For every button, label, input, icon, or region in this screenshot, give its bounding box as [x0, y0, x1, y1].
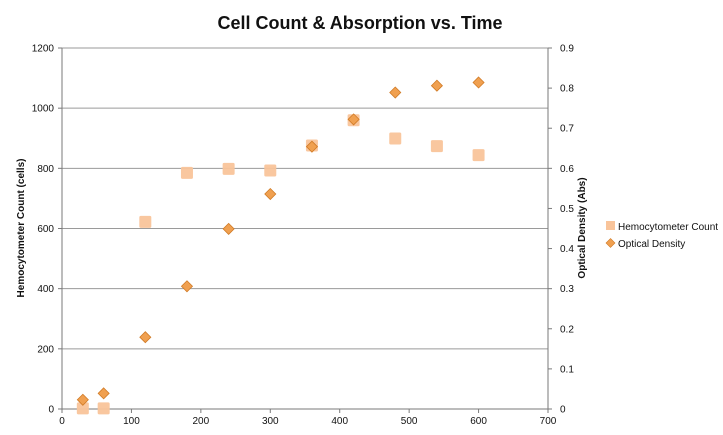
data-point-optical-density — [472, 76, 485, 89]
x-tick-label: 500 — [401, 416, 418, 427]
y2-tick-label: 0.1 — [560, 364, 574, 375]
y-tick-label: 400 — [37, 284, 54, 295]
data-point-hemocytometer — [97, 402, 110, 415]
y2-tick-label: 0.9 — [560, 44, 574, 55]
x-tick-label: 600 — [470, 416, 487, 427]
data-point-optical-density — [97, 387, 110, 400]
data-point-optical-density — [430, 79, 443, 92]
y2-axis-title: Optical Density (Abs) — [577, 177, 588, 278]
data-point-optical-density — [389, 86, 402, 99]
data-points — [76, 76, 485, 415]
y-tick-label: 0 — [48, 405, 54, 416]
x-tick-label: 100 — [123, 416, 140, 427]
y-tick-label: 200 — [37, 344, 54, 355]
y2-tick-label: 0 — [560, 405, 566, 416]
y-tick-label: 1000 — [32, 104, 55, 115]
tick-labels: 02004006008001000120000.10.20.30.40.50.6… — [32, 44, 575, 428]
y2-tick-label: 0.5 — [560, 204, 574, 215]
data-point-hemocytometer — [264, 164, 277, 177]
data-point-optical-density — [76, 393, 89, 406]
legend-label-optical-density: Optical Density — [618, 239, 685, 250]
y-axis-title: Hemocytometer Count (cells) — [16, 159, 27, 298]
y2-tick-label: 0.3 — [560, 284, 574, 295]
x-tick-label: 400 — [331, 416, 348, 427]
x-tick-label: 700 — [540, 416, 557, 427]
legend-label-hemocytometer: Hemocytometer Count — [618, 222, 718, 233]
y2-tick-label: 0.6 — [560, 164, 574, 175]
data-point-hemocytometer — [139, 215, 152, 228]
data-point-optical-density — [347, 113, 360, 126]
chart-title: Cell Count & Absorption vs. Time — [217, 13, 502, 33]
y-tick-label: 600 — [37, 224, 54, 235]
grid-lines — [62, 47, 548, 350]
y2-tick-label: 0.2 — [560, 324, 574, 335]
data-point-hemocytometer — [430, 140, 443, 153]
legend: Hemocytometer Count Optical Density — [605, 221, 718, 250]
y2-tick-label: 0.8 — [560, 84, 574, 95]
x-tick-label: 0 — [59, 416, 65, 427]
y2-tick-label: 0.7 — [560, 124, 574, 135]
y-tick-label: 1200 — [32, 44, 55, 55]
legend-swatch-optical-density — [605, 238, 616, 248]
data-point-optical-density — [222, 222, 235, 235]
data-point-optical-density — [264, 187, 277, 201]
x-tick-label: 300 — [262, 416, 279, 427]
data-point-optical-density — [180, 280, 194, 293]
data-point-optical-density — [139, 331, 152, 344]
legend-swatch-hemocytometer — [606, 221, 615, 230]
data-point-hemocytometer — [222, 162, 235, 175]
data-point-hemocytometer — [76, 402, 89, 415]
y-tick-label: 800 — [37, 164, 54, 175]
data-point-hemocytometer — [180, 166, 193, 179]
y2-tick-label: 0.4 — [560, 244, 574, 255]
axes — [58, 47, 552, 413]
data-point-optical-density — [305, 140, 319, 153]
data-point-hemocytometer — [472, 149, 485, 162]
x-tick-label: 200 — [193, 416, 210, 427]
data-point-hemocytometer — [389, 132, 402, 145]
